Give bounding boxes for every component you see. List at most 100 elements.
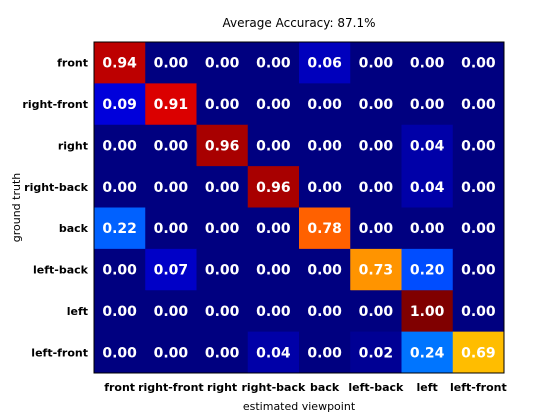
- heatmap-cell: [196, 83, 249, 126]
- y-tick-label: left: [67, 305, 88, 318]
- cell-value-label: 0.00: [461, 263, 496, 279]
- y-tick-label: left-back: [33, 264, 89, 277]
- cell-value-label: 0.00: [256, 304, 291, 320]
- cell-value-label: 0.00: [461, 180, 496, 196]
- cell-value-label: 0.00: [154, 221, 189, 237]
- heatmap-cell: [452, 124, 505, 167]
- heatmap-cell: [94, 124, 146, 167]
- heatmap-cell: [299, 124, 351, 167]
- cell-value-label: 0.00: [307, 97, 342, 113]
- cell-value-label: 0.00: [359, 304, 394, 320]
- cell-value-label: 0.00: [154, 56, 189, 72]
- heatmap-cell: [247, 42, 300, 84]
- x-tick-label: right-back: [241, 381, 306, 394]
- heatmap-cell: [145, 42, 197, 84]
- cell-value-label: 0.04: [256, 345, 291, 361]
- heatmap-cell: [299, 166, 351, 208]
- heatmap-cell: [247, 124, 300, 167]
- cell-value-label: 0.06: [307, 56, 342, 72]
- cell-value-label: 0.00: [205, 180, 240, 196]
- heatmap-cell: [401, 331, 454, 374]
- heatmap-cell: [401, 248, 454, 291]
- heatmap-cell: [94, 290, 146, 333]
- x-axis-label: estimated viewpoint: [243, 400, 356, 413]
- y-tick-label: right: [58, 139, 88, 152]
- cell-value-label: 0.00: [256, 97, 291, 113]
- y-tick-label: right-front: [22, 98, 88, 111]
- cell-value-label: 0.00: [205, 304, 240, 320]
- cell-value-label: 0.00: [307, 263, 342, 279]
- cell-value-label: 0.94: [102, 56, 137, 72]
- heatmap-cell: [247, 83, 300, 126]
- cell-value-label: 0.02: [359, 345, 394, 361]
- x-tick-label: left: [416, 381, 437, 394]
- heatmap-cell: [452, 166, 505, 208]
- cell-value-label: 0.00: [410, 97, 445, 113]
- heatmap-cell: [145, 124, 197, 167]
- heatmap-cell: [247, 248, 300, 291]
- cell-value-label: 0.00: [102, 138, 137, 154]
- cell-value-label: 0.04: [410, 180, 445, 196]
- heatmap-cell: [452, 248, 505, 291]
- heatmap-cell: [299, 290, 351, 333]
- x-tick-label: right-front: [138, 381, 204, 394]
- heatmap-cell: [196, 166, 249, 208]
- heatmap-cell: [196, 207, 249, 250]
- heatmap-cell: [401, 124, 454, 167]
- heatmap-cell: [145, 166, 197, 208]
- heatmap-cell: [94, 166, 146, 208]
- cell-value-label: 0.96: [205, 138, 240, 154]
- cell-value-label: 0.00: [410, 56, 445, 72]
- cell-value-label: 0.00: [256, 263, 291, 279]
- cell-value-label: 0.00: [461, 304, 496, 320]
- cell-value-label: 0.00: [154, 345, 189, 361]
- cell-value-label: 0.91: [154, 97, 189, 113]
- heatmap-cell: [350, 83, 402, 126]
- y-tick-label: back: [59, 222, 89, 235]
- heatmap-cell: [145, 331, 197, 374]
- cell-value-label: 0.00: [307, 304, 342, 320]
- heatmap-cell: [350, 42, 402, 84]
- cell-value-label: 0.96: [256, 180, 291, 196]
- heatmap-cell: [452, 42, 505, 84]
- cell-value-label: 0.00: [256, 221, 291, 237]
- heatmap-cell: [196, 290, 249, 333]
- cell-value-label: 0.69: [461, 345, 496, 361]
- x-tick-label: front: [104, 381, 135, 394]
- heatmap-cell: [145, 83, 197, 126]
- cell-value-label: 0.04: [410, 138, 445, 154]
- heatmap-cell: [401, 83, 454, 126]
- cell-value-label: 1.00: [410, 304, 445, 320]
- cell-value-label: 0.22: [102, 221, 137, 237]
- x-tick-label: back: [310, 381, 340, 394]
- heatmap-cell: [94, 331, 146, 374]
- y-tick-label: front: [57, 57, 88, 70]
- cell-value-label: 0.00: [461, 138, 496, 154]
- cell-value-label: 0.00: [102, 263, 137, 279]
- cell-value-label: 0.00: [359, 97, 394, 113]
- cell-value-label: 0.00: [307, 180, 342, 196]
- cell-value-label: 0.73: [359, 263, 394, 279]
- plot-frame: [93, 41, 505, 374]
- heatmap-cell: [299, 207, 351, 250]
- heatmap-cell: [452, 331, 505, 374]
- y-tick-label: left-front: [31, 346, 88, 359]
- heatmap-cell: [401, 166, 454, 208]
- cell-value-label: 0.20: [410, 263, 445, 279]
- heatmap-cell: [350, 290, 402, 333]
- heatmap-cell: [196, 42, 249, 84]
- cell-value-label: 0.00: [154, 180, 189, 196]
- x-tick-labels: front right-front right right-back back left-…: [104, 381, 507, 394]
- x-tick-label: left-front: [450, 381, 507, 394]
- heatmap-cell: [94, 248, 146, 291]
- heatmap-cell: [299, 83, 351, 126]
- heatmap-cell: [247, 290, 300, 333]
- heatmap-cell: [145, 290, 197, 333]
- chart-title: Average Accuracy: 87.1%: [223, 16, 376, 30]
- heatmap-cell: [401, 42, 454, 84]
- heatmap-cell: [350, 124, 402, 167]
- cell-value-label: 0.00: [461, 97, 496, 113]
- cell-value-label: 0.00: [102, 304, 137, 320]
- heatmap-cell: [247, 166, 300, 208]
